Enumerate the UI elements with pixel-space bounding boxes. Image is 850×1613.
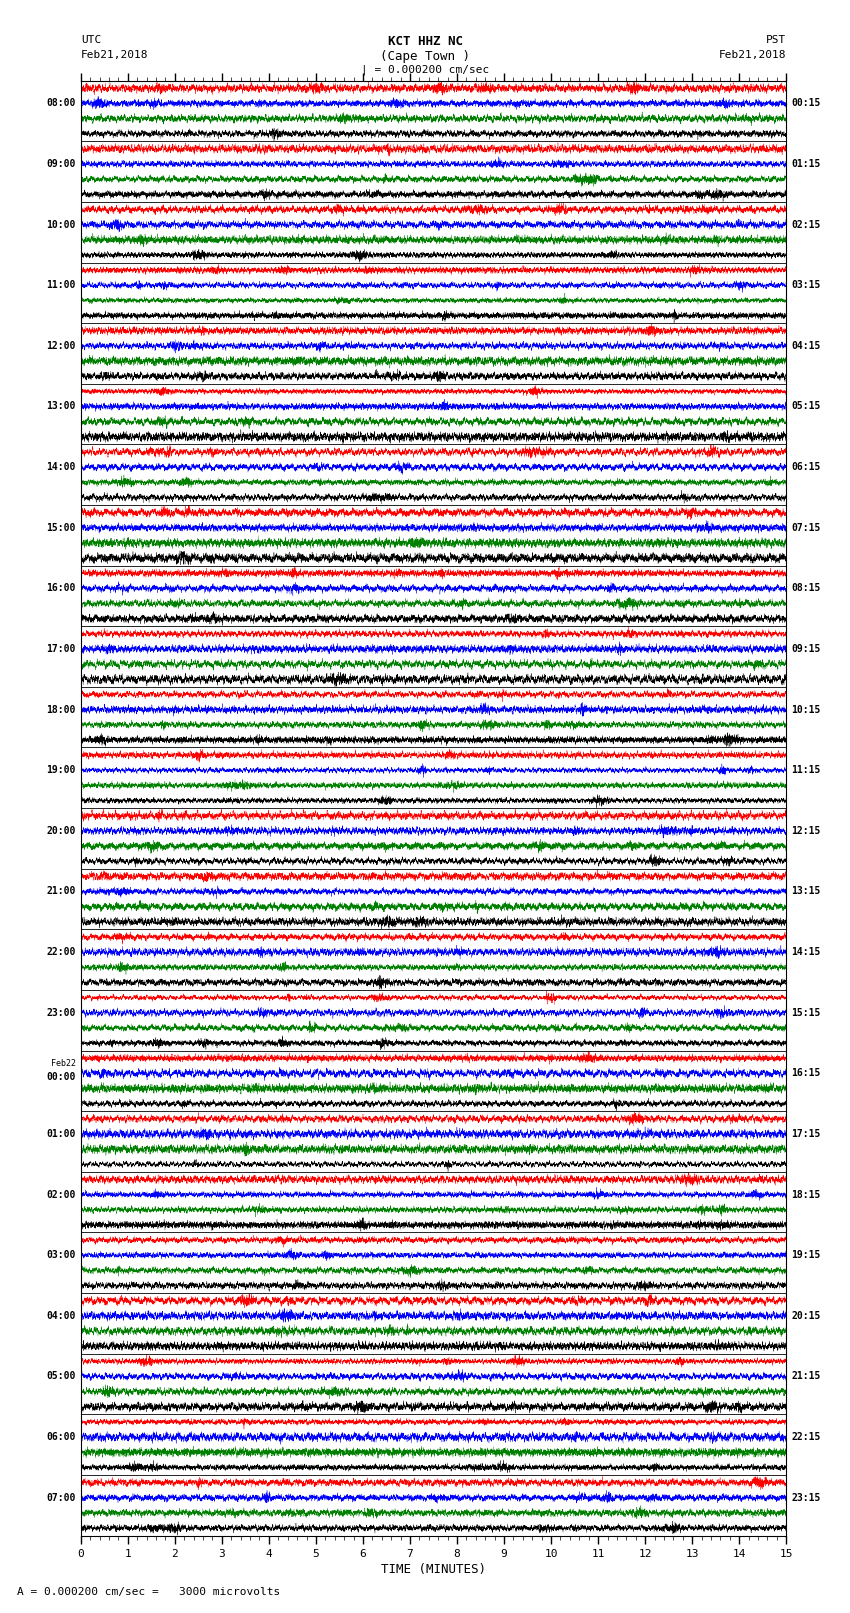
Text: 13:15: 13:15 <box>791 887 821 897</box>
Text: 16:15: 16:15 <box>791 1068 821 1079</box>
Text: 00:00: 00:00 <box>46 1071 76 1082</box>
Text: 22:00: 22:00 <box>46 947 76 957</box>
Text: 03:15: 03:15 <box>791 281 821 290</box>
Text: 12:00: 12:00 <box>46 340 76 352</box>
Text: 06:15: 06:15 <box>791 461 821 473</box>
Text: (Cape Town ): (Cape Town ) <box>380 50 470 63</box>
Text: 10:15: 10:15 <box>791 705 821 715</box>
Text: 21:15: 21:15 <box>791 1371 821 1381</box>
Text: 09:00: 09:00 <box>46 160 76 169</box>
Text: Feb22: Feb22 <box>51 1060 76 1068</box>
Text: 00:15: 00:15 <box>791 98 821 108</box>
Text: 01:00: 01:00 <box>46 1129 76 1139</box>
Text: 02:15: 02:15 <box>791 219 821 229</box>
Text: 22:15: 22:15 <box>791 1432 821 1442</box>
Text: 04:15: 04:15 <box>791 340 821 352</box>
Text: 17:00: 17:00 <box>46 644 76 653</box>
Text: 02:00: 02:00 <box>46 1189 76 1200</box>
Text: 13:00: 13:00 <box>46 402 76 411</box>
Text: 08:15: 08:15 <box>791 584 821 594</box>
Text: 05:15: 05:15 <box>791 402 821 411</box>
Text: A = 0.000200 cm/sec =   3000 microvolts: A = 0.000200 cm/sec = 3000 microvolts <box>17 1587 280 1597</box>
Text: 23:00: 23:00 <box>46 1008 76 1018</box>
Text: 18:00: 18:00 <box>46 705 76 715</box>
Text: 03:00: 03:00 <box>46 1250 76 1260</box>
Text: UTC: UTC <box>81 35 101 45</box>
Text: 11:00: 11:00 <box>46 281 76 290</box>
Text: KCT HHZ NC: KCT HHZ NC <box>388 35 462 48</box>
Text: 04:00: 04:00 <box>46 1311 76 1321</box>
Text: 12:15: 12:15 <box>791 826 821 836</box>
Text: 14:00: 14:00 <box>46 461 76 473</box>
X-axis label: TIME (MINUTES): TIME (MINUTES) <box>381 1563 486 1576</box>
Text: 20:00: 20:00 <box>46 826 76 836</box>
Text: 15:15: 15:15 <box>791 1008 821 1018</box>
Text: 19:15: 19:15 <box>791 1250 821 1260</box>
Text: Feb21,2018: Feb21,2018 <box>719 50 786 60</box>
Text: 11:15: 11:15 <box>791 765 821 776</box>
Text: 05:00: 05:00 <box>46 1371 76 1381</box>
Text: 20:15: 20:15 <box>791 1311 821 1321</box>
Text: 14:15: 14:15 <box>791 947 821 957</box>
Text: 01:15: 01:15 <box>791 160 821 169</box>
Text: 17:15: 17:15 <box>791 1129 821 1139</box>
Text: 07:00: 07:00 <box>46 1492 76 1503</box>
Text: 15:00: 15:00 <box>46 523 76 532</box>
Text: 23:15: 23:15 <box>791 1492 821 1503</box>
Text: 09:15: 09:15 <box>791 644 821 653</box>
Text: 18:15: 18:15 <box>791 1189 821 1200</box>
Text: 08:00: 08:00 <box>46 98 76 108</box>
Text: 07:15: 07:15 <box>791 523 821 532</box>
Text: 16:00: 16:00 <box>46 584 76 594</box>
Text: 19:00: 19:00 <box>46 765 76 776</box>
Text: Feb21,2018: Feb21,2018 <box>81 50 148 60</box>
Text: PST: PST <box>766 35 786 45</box>
Text: 10:00: 10:00 <box>46 219 76 229</box>
Text: 06:00: 06:00 <box>46 1432 76 1442</box>
Text: | = 0.000200 cm/sec: | = 0.000200 cm/sec <box>361 65 489 76</box>
Text: 21:00: 21:00 <box>46 887 76 897</box>
